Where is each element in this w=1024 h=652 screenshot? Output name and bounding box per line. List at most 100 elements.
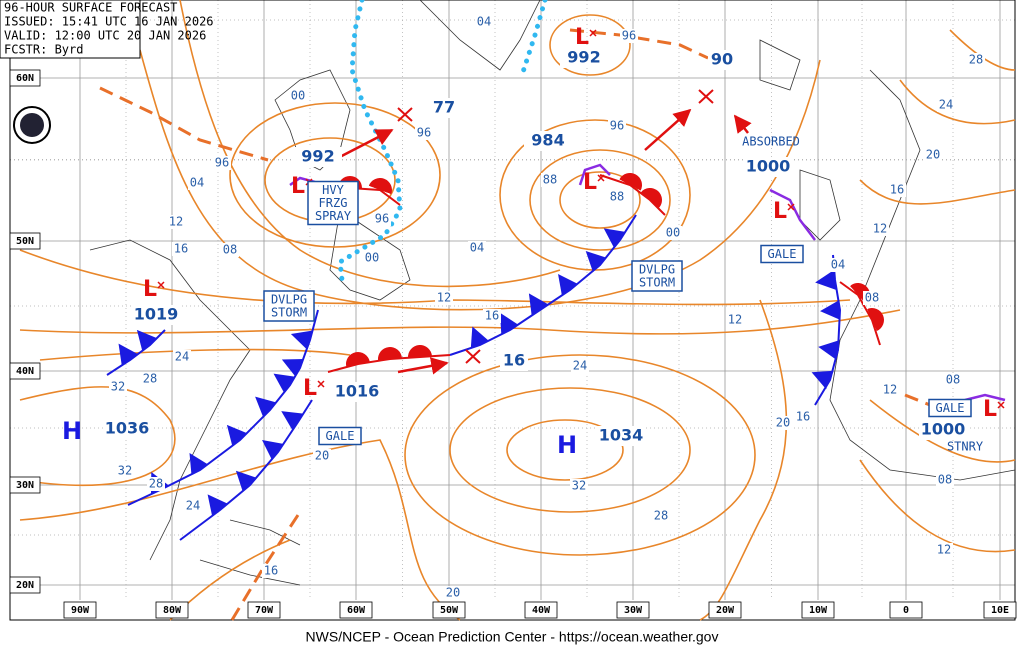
isobar-label-bg — [541, 173, 559, 187]
warm-front — [327, 345, 451, 373]
coast — [419, 0, 541, 71]
center-value: 1000 — [746, 157, 791, 176]
isobar-label-bg — [571, 359, 589, 373]
center-symbol: L — [773, 199, 787, 224]
isobar-label-bg — [475, 15, 493, 29]
isobar-label: 88 — [543, 173, 557, 187]
lon-label: 60W — [347, 605, 366, 616]
lon-label-box — [247, 601, 281, 619]
warning-box — [307, 180, 359, 226]
isobar-label-bg — [936, 473, 954, 487]
forecast-x — [397, 89, 714, 364]
center-value: 992 — [301, 147, 334, 166]
logo-core — [20, 113, 44, 137]
center-value: 1019 — [134, 305, 179, 324]
warning-text: GALE — [936, 401, 965, 415]
warning-text: STORM — [639, 276, 675, 290]
lon-label: 90W — [71, 605, 90, 616]
isobar-label: 20 — [315, 449, 329, 463]
lat-label-box — [9, 232, 41, 250]
lat-label-box — [9, 576, 41, 594]
lat-label: 30N — [16, 480, 34, 491]
isobar-label: 04 — [477, 15, 491, 29]
lon-label-box — [616, 601, 650, 619]
isobar-label-bg — [109, 380, 127, 394]
coast — [829, 69, 1016, 481]
isobar-label-bg — [373, 212, 391, 226]
forecast-value: 90 — [711, 50, 733, 69]
lat-label: 40N — [16, 366, 34, 377]
isobar-label-bg — [608, 119, 626, 133]
isobar-label-bg — [167, 215, 185, 229]
isobar-label-bg — [468, 241, 486, 255]
isobar-label: 24 — [573, 359, 587, 373]
center-value: 1034 — [599, 426, 644, 445]
warm-front — [839, 281, 884, 346]
isobar-label: 88 — [610, 190, 624, 204]
ice-edge — [519, 0, 548, 78]
track-arrow — [733, 114, 752, 134]
center-symbol: H — [557, 431, 577, 459]
warning-box — [318, 426, 362, 446]
center-value-bg — [560, 48, 608, 68]
isobar-label-bg — [871, 222, 889, 236]
labels: 60N 50N 40N 30N 20N 90W 80W 70W 60W 50W 40W 30W 20W 1… — [9, 15, 1017, 619]
isobar-label-bg — [664, 226, 682, 240]
isobar-label-bg — [888, 183, 906, 197]
warning-box — [263, 290, 315, 322]
lon-label: 40W — [532, 605, 551, 616]
center-value-bg — [919, 420, 967, 440]
isobar-label-bg — [313, 449, 331, 463]
isobar-label: 12 — [873, 222, 887, 236]
isobar-label-bg — [794, 410, 812, 424]
isobar-label: 16 — [264, 564, 278, 578]
isobar-label: 20 — [776, 416, 790, 430]
isobar-label-bg — [944, 373, 962, 387]
isobar-label-bg — [172, 242, 190, 256]
isobar-label: 00 — [291, 89, 305, 103]
warning-text: FRZG — [319, 196, 348, 210]
isobar-label: 00 — [365, 251, 379, 265]
isobar — [506, 419, 624, 481]
isobar-label-bg — [620, 29, 638, 43]
header-line: FCSTR: Byrd — [4, 43, 83, 57]
isobar-label-bg — [881, 383, 899, 397]
warning-text: GALE — [768, 247, 797, 261]
isobar-label-bg — [863, 291, 881, 305]
warning-box — [928, 398, 972, 418]
isobar — [404, 354, 756, 556]
center-x — [597, 174, 605, 182]
center-value-bg — [132, 305, 180, 325]
lon-label-box — [983, 601, 1017, 619]
lat-label-box — [9, 69, 41, 87]
isobar-label-bg — [774, 416, 792, 430]
isobar-label: 12 — [169, 215, 183, 229]
center-symbol: L — [575, 25, 589, 50]
lat-label-box — [9, 362, 41, 380]
isobar-label-bg — [924, 148, 942, 162]
center-symbol: L — [983, 397, 997, 422]
isobar-label: 24 — [175, 350, 189, 364]
isobar-label: 08 — [946, 373, 960, 387]
center-symbol: L — [583, 170, 597, 195]
lon-label-box — [708, 601, 742, 619]
cold-front — [811, 254, 842, 406]
lon-label-box — [524, 601, 558, 619]
trough — [904, 393, 931, 407]
isobar-label-bg — [444, 586, 462, 600]
occluded-front — [769, 188, 816, 241]
isobar-label: 20 — [926, 148, 940, 162]
warning-text: STORM — [271, 306, 307, 320]
center-value: 1016 — [335, 382, 380, 401]
isobar-label-bg — [935, 543, 953, 557]
warning-text: GALE — [326, 429, 355, 443]
lat-label: 60N — [16, 73, 34, 84]
warning-box — [760, 244, 804, 264]
isobar-label-bg — [289, 89, 307, 103]
isobar-label: 08 — [865, 291, 879, 305]
lon-label-box — [155, 601, 189, 619]
isobar-label-bg — [937, 98, 955, 112]
occluded-front — [578, 163, 611, 186]
warm-front — [599, 173, 666, 216]
